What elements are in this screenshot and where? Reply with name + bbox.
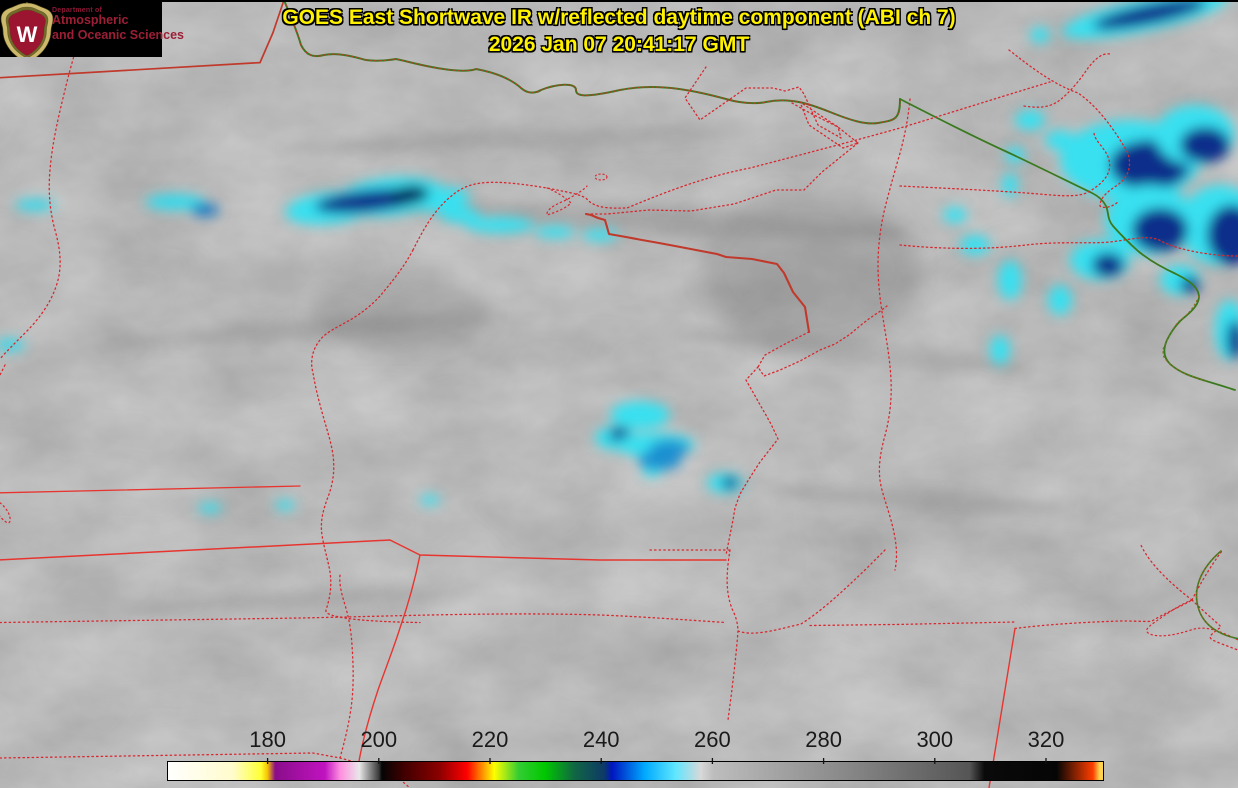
svg-text:280: 280 <box>805 727 842 752</box>
svg-text:220: 220 <box>472 727 509 752</box>
svg-text:260: 260 <box>694 727 731 752</box>
svg-text:180: 180 <box>249 727 286 752</box>
svg-text:320: 320 <box>1028 727 1065 752</box>
svg-text:240: 240 <box>583 727 620 752</box>
svg-text:300: 300 <box>916 727 953 752</box>
svg-text:200: 200 <box>360 727 397 752</box>
